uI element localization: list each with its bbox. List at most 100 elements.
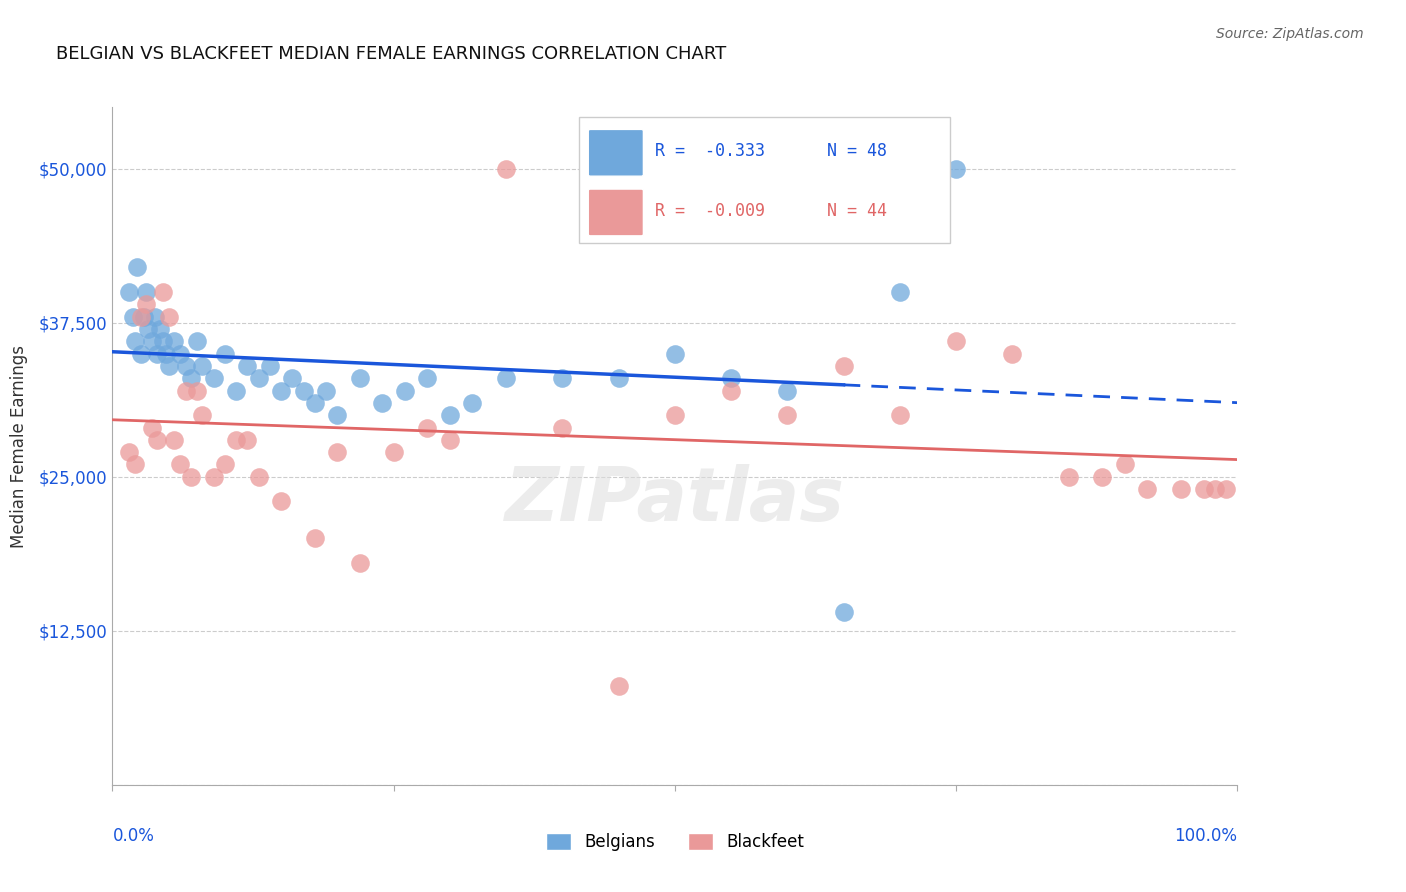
Point [121, 310, 143, 324]
Point [1114, 458, 1136, 472]
Text: N = 44: N = 44 [827, 202, 887, 219]
Point [149, 322, 172, 336]
Point [495, 371, 517, 385]
Point [163, 433, 186, 447]
Point [259, 359, 281, 373]
Text: 100.0%: 100.0% [1174, 827, 1237, 845]
Point [186, 384, 208, 398]
Point [720, 384, 742, 398]
FancyBboxPatch shape [588, 129, 644, 177]
Point [416, 420, 439, 434]
Point [776, 408, 799, 422]
Point [174, 359, 197, 373]
Text: N = 48: N = 48 [827, 142, 887, 160]
Point [945, 161, 967, 176]
Point [664, 408, 686, 422]
Point [889, 285, 911, 299]
Text: R =  -0.333: R = -0.333 [655, 142, 765, 160]
Point [174, 384, 197, 398]
Y-axis label: Median Female Earnings: Median Female Earnings [10, 344, 28, 548]
Point [169, 346, 191, 360]
Point [832, 359, 855, 373]
Point [247, 470, 270, 484]
Point [247, 371, 270, 385]
Point [551, 420, 574, 434]
Point [382, 445, 405, 459]
Point [281, 371, 304, 385]
Text: BELGIAN VS BLACKFEET MEDIAN FEMALE EARNINGS CORRELATION CHART: BELGIAN VS BLACKFEET MEDIAN FEMALE EARNI… [56, 45, 727, 62]
Point [146, 346, 169, 360]
Text: ZIPatlas: ZIPatlas [505, 464, 845, 537]
Point [129, 310, 152, 324]
Point [439, 408, 461, 422]
Point [371, 396, 394, 410]
Point [270, 384, 292, 398]
Point [1001, 346, 1024, 360]
Point [129, 346, 152, 360]
Point [495, 161, 517, 176]
Point [304, 396, 326, 410]
Point [720, 371, 742, 385]
Point [461, 396, 484, 410]
Point [135, 285, 157, 299]
Point [607, 371, 630, 385]
Point [146, 433, 169, 447]
Point [214, 458, 236, 472]
Point [832, 606, 855, 620]
Point [141, 334, 163, 349]
Point [551, 371, 574, 385]
Point [118, 285, 141, 299]
Point [132, 310, 155, 324]
Point [169, 458, 191, 472]
Point [124, 458, 146, 472]
Legend: Belgians, Blackfeet: Belgians, Blackfeet [538, 827, 811, 858]
Point [157, 359, 180, 373]
Point [143, 310, 166, 324]
Point [889, 408, 911, 422]
FancyBboxPatch shape [579, 117, 950, 243]
Point [236, 359, 259, 373]
Point [1170, 482, 1192, 496]
Point [141, 420, 163, 434]
Point [214, 346, 236, 360]
Point [304, 532, 326, 546]
Point [180, 470, 202, 484]
Point [1192, 482, 1215, 496]
Point [138, 322, 160, 336]
Point [1057, 470, 1080, 484]
Point [191, 408, 214, 422]
Point [155, 346, 177, 360]
Point [152, 334, 174, 349]
Point [124, 334, 146, 349]
Point [607, 679, 630, 693]
Point [315, 384, 337, 398]
Text: Source: ZipAtlas.com: Source: ZipAtlas.com [1216, 27, 1364, 41]
Point [225, 384, 247, 398]
Point [776, 384, 799, 398]
Point [1204, 482, 1226, 496]
Point [326, 445, 349, 459]
Point [118, 445, 141, 459]
Point [1136, 482, 1159, 496]
Point [236, 433, 259, 447]
Point [349, 371, 371, 385]
Point [152, 285, 174, 299]
Point [326, 408, 349, 422]
Point [292, 384, 315, 398]
Point [186, 334, 208, 349]
Point [945, 334, 967, 349]
FancyBboxPatch shape [588, 189, 644, 235]
Point [180, 371, 202, 385]
Point [394, 384, 416, 398]
Point [1215, 482, 1237, 496]
Point [127, 260, 149, 275]
Point [1091, 470, 1114, 484]
Point [163, 334, 186, 349]
Point [439, 433, 461, 447]
Point [664, 346, 686, 360]
Point [225, 433, 247, 447]
Point [416, 371, 439, 385]
Point [157, 310, 180, 324]
Point [135, 297, 157, 311]
Point [202, 371, 225, 385]
